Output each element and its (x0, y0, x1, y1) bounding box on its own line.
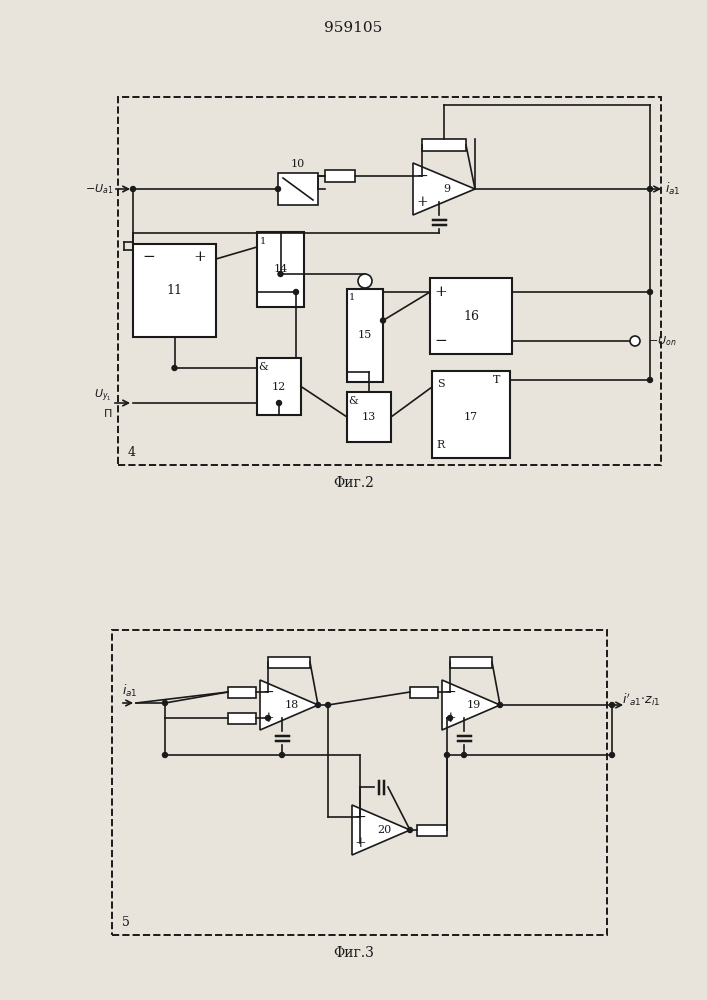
Polygon shape (260, 680, 318, 730)
Circle shape (407, 828, 412, 832)
Circle shape (315, 702, 320, 708)
Text: $-U_{on}$: $-U_{on}$ (648, 334, 677, 348)
Bar (228, 686, 256, 698)
Text: &: & (348, 396, 358, 406)
Circle shape (648, 290, 653, 294)
Text: −: − (354, 810, 366, 824)
Bar (257, 358, 301, 415)
Polygon shape (442, 680, 500, 730)
Text: +: + (435, 285, 448, 299)
Text: +: + (262, 711, 274, 725)
Text: +: + (444, 711, 456, 725)
Circle shape (325, 702, 330, 708)
Text: Φиг.2: Φиг.2 (333, 476, 374, 490)
Text: T: T (493, 375, 501, 385)
Bar (430, 278, 512, 354)
Text: 1: 1 (349, 294, 355, 302)
Polygon shape (413, 163, 475, 215)
Bar (417, 824, 447, 836)
Text: 1: 1 (260, 236, 266, 245)
Text: 19: 19 (467, 700, 481, 710)
Text: 16: 16 (463, 310, 479, 322)
Bar (278, 173, 318, 205)
Circle shape (163, 700, 168, 706)
Circle shape (172, 365, 177, 370)
Bar (410, 686, 438, 698)
Text: $U_{y_1}$: $U_{y_1}$ (94, 388, 112, 404)
Circle shape (358, 274, 372, 288)
Text: −: − (435, 334, 448, 348)
Circle shape (279, 752, 284, 758)
Text: 15: 15 (358, 330, 372, 340)
Text: −: − (416, 169, 428, 183)
Bar (118, 97, 661, 465)
Text: 10: 10 (291, 159, 305, 169)
Text: 959105: 959105 (325, 21, 382, 35)
Text: 20: 20 (377, 825, 391, 835)
Bar (347, 392, 391, 442)
Text: S: S (437, 379, 445, 389)
Text: −: − (143, 250, 156, 264)
Text: $i'_{a1}{\cdot}z_{i1}$: $i'_{a1}{\cdot}z_{i1}$ (622, 692, 660, 708)
Circle shape (293, 290, 298, 294)
Bar (422, 139, 466, 151)
Text: 18: 18 (285, 700, 299, 710)
Text: −: − (262, 685, 274, 699)
Bar (228, 712, 256, 724)
Text: $i_{a1}$: $i_{a1}$ (665, 181, 681, 197)
Circle shape (278, 271, 283, 276)
Text: 17: 17 (464, 412, 478, 422)
Circle shape (609, 702, 614, 708)
Text: +: + (416, 195, 428, 209)
Bar (450, 656, 492, 668)
Text: 11: 11 (167, 284, 182, 297)
Circle shape (498, 702, 503, 708)
Text: 5: 5 (122, 916, 130, 928)
Text: 12: 12 (272, 381, 286, 391)
Text: 9: 9 (443, 184, 450, 194)
Circle shape (380, 318, 385, 323)
Circle shape (630, 336, 640, 346)
Bar (257, 232, 304, 307)
Circle shape (609, 752, 614, 758)
Text: R: R (437, 440, 445, 450)
Bar (133, 244, 216, 337)
Circle shape (276, 400, 281, 406)
Polygon shape (352, 805, 410, 855)
Circle shape (445, 752, 450, 758)
Circle shape (266, 716, 271, 720)
Text: 4: 4 (128, 446, 136, 458)
Text: &: & (258, 362, 268, 372)
Text: $i_{a1}$: $i_{a1}$ (122, 683, 138, 699)
Circle shape (163, 752, 168, 758)
Bar (112, 630, 607, 935)
Circle shape (648, 377, 653, 382)
Text: $-U_{a1}$: $-U_{a1}$ (85, 182, 113, 196)
Text: $\Pi$: $\Pi$ (103, 407, 112, 419)
Text: Φиг.3: Φиг.3 (333, 946, 374, 960)
Circle shape (131, 186, 136, 192)
Text: 14: 14 (274, 264, 288, 274)
Bar (432, 371, 510, 458)
Circle shape (462, 752, 467, 758)
Text: −: − (444, 685, 456, 699)
Text: +: + (194, 250, 206, 264)
Bar (347, 289, 383, 382)
Text: 13: 13 (362, 412, 376, 422)
Bar (268, 656, 310, 668)
Circle shape (276, 186, 281, 192)
Bar (325, 170, 355, 182)
Circle shape (648, 186, 653, 192)
Circle shape (448, 716, 452, 720)
Text: +: + (354, 836, 366, 850)
